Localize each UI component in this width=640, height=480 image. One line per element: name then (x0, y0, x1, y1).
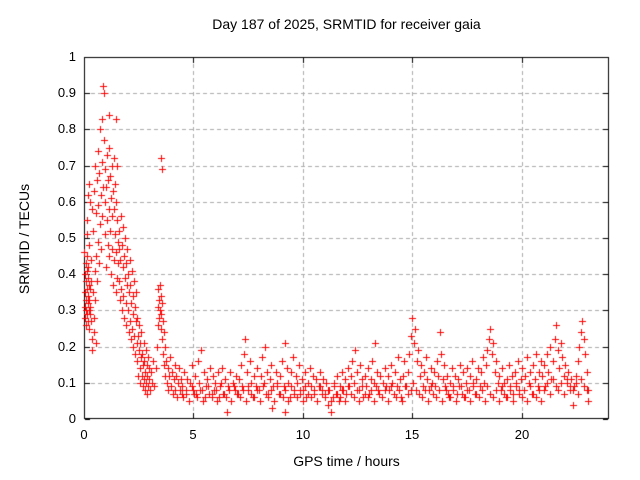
y-tick-label-05: 0.5 (57, 230, 76, 245)
x-tick-label-10: 10 (295, 427, 311, 442)
y-tick-label-06: 0.6 (57, 194, 76, 209)
y-tick-label-01: 0.1 (57, 375, 76, 390)
y-tick-label-03: 0.3 (57, 302, 76, 317)
y-tick-label-09: 0.9 (57, 85, 76, 100)
y-tick-label-07: 0.7 (57, 158, 76, 173)
x-tick-label-20: 20 (514, 427, 530, 442)
x-axis-label: GPS time / hours (293, 453, 400, 469)
y-tick-label-1: 1 (68, 49, 76, 64)
y-tick-label-02: 0.2 (57, 339, 76, 354)
chart-title: Day 187 of 2025, SRMTID for receiver gai… (212, 16, 481, 32)
y-tick-label-04: 0.4 (57, 266, 76, 281)
y-tick-label-08: 0.8 (57, 121, 76, 136)
y-axis-label: SRMTID / TECUs (16, 183, 32, 295)
x-tick-label-0: 0 (80, 427, 88, 442)
x-tick-label-5: 5 (189, 427, 197, 442)
y-tick-label-0: 0 (68, 411, 76, 426)
x-tick-label-15: 15 (404, 427, 420, 442)
